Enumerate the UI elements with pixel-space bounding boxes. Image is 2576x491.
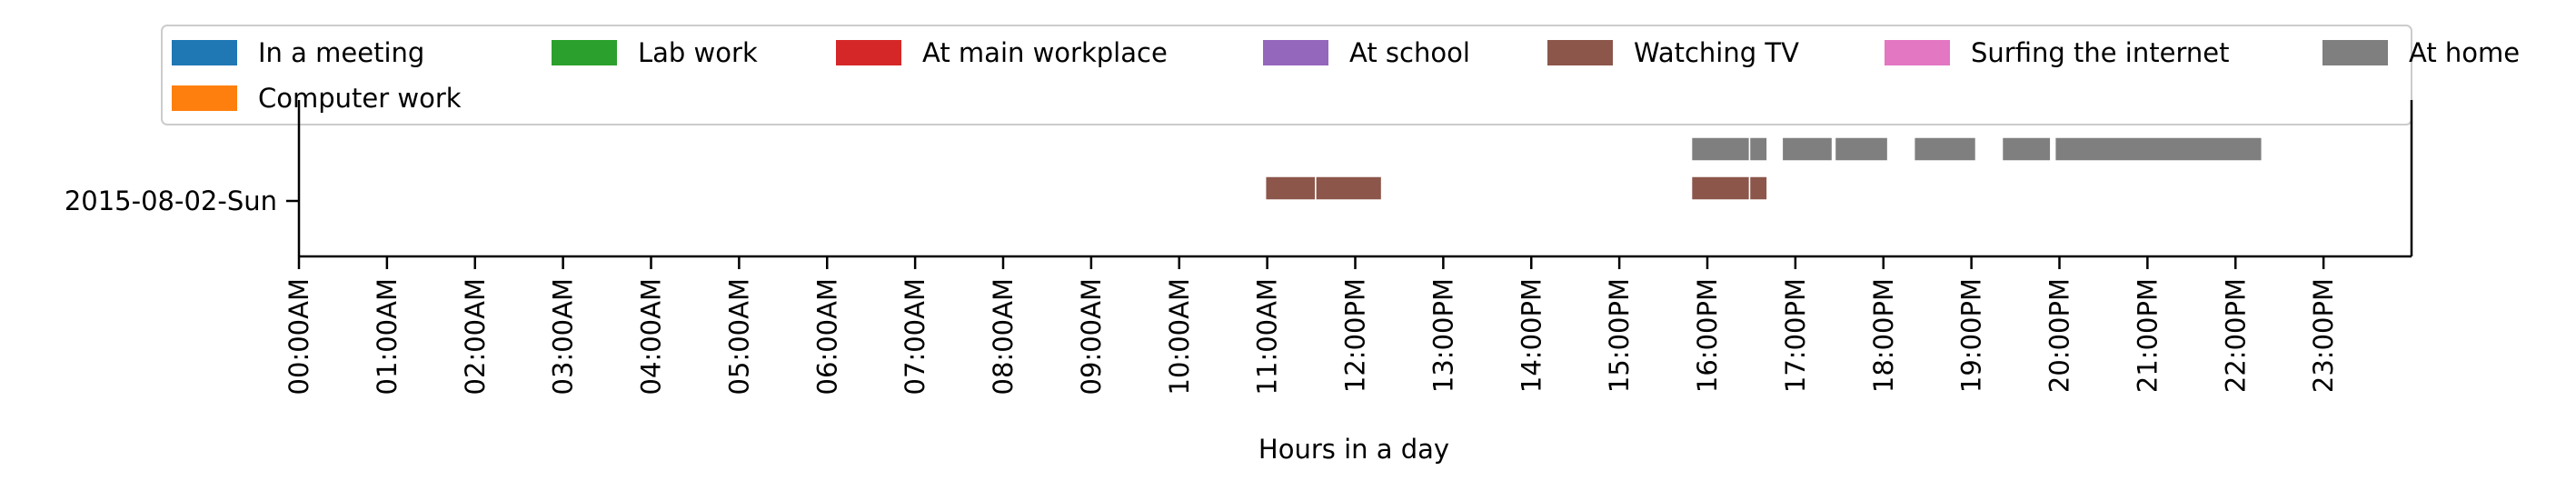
legend-swatch: [172, 40, 237, 65]
activity-bar: [1690, 175, 1751, 201]
x-tick-label: 21:00PM: [2132, 278, 2163, 393]
x-tick-label: 00:00AM: [283, 278, 314, 395]
legend-label: At main workplace: [922, 37, 1168, 68]
x-tick-label: 02:00AM: [460, 278, 491, 395]
x-tick-label: 08:00AM: [988, 278, 1019, 395]
activity-bar: [1834, 136, 1889, 162]
legend-swatch: [2322, 40, 2388, 65]
legend-swatch: [552, 40, 617, 65]
x-tick-label: 12:00PM: [1340, 278, 1371, 393]
x-tick-label: 15:00PM: [1604, 278, 1635, 393]
legend: In a meeting Lab work At main workplace At …: [161, 25, 2520, 125]
activity-bar: [2001, 136, 2052, 162]
legend-label: Lab work: [638, 37, 758, 68]
legend-frame: [161, 25, 2412, 125]
legend-label: At school: [1349, 37, 1470, 68]
legend-label: Watching TV: [1634, 37, 1799, 68]
x-tick-label: 06:00AM: [811, 278, 842, 395]
activity-bar: [2054, 136, 2263, 162]
x-tick-label: 17:00PM: [1780, 278, 1811, 393]
x-tick-label: 10:00AM: [1164, 278, 1195, 395]
legend-swatch: [1885, 40, 1950, 65]
legend-label: At home: [2409, 37, 2520, 68]
x-axis-title: Hours in a day: [1258, 434, 1449, 465]
bars: [1264, 136, 2263, 201]
x-tick-label: 14:00PM: [1516, 278, 1547, 393]
activity-bar: [1748, 175, 1768, 201]
x-tick-label: 18:00PM: [1868, 278, 1899, 393]
x-tick-label: 09:00AM: [1076, 278, 1107, 395]
activity-bar: [1264, 175, 1317, 201]
x-tick-label: 04:00AM: [636, 278, 667, 395]
axes: 00:00AM 01:00AM 02:00AM 03:00AM 04:00AM 05:00…: [65, 100, 2413, 395]
activity-bar: [1781, 136, 1834, 162]
x-tick-label: 16:00PM: [1692, 278, 1723, 393]
activity-bar: [1748, 136, 1768, 162]
activity-bar: [1690, 136, 1751, 162]
legend-label: Computer work: [258, 83, 462, 114]
legend-label: Surfing the internet: [1971, 37, 2229, 68]
x-tick-label: 03:00AM: [548, 278, 579, 395]
x-tick-label: 19:00PM: [1956, 278, 1987, 393]
x-tick-label: 13:00PM: [1427, 278, 1458, 393]
legend-label: In a meeting: [258, 37, 424, 68]
legend-swatch: [836, 40, 901, 65]
x-tick-label: 05:00AM: [723, 278, 754, 395]
x-tick-label: 01:00AM: [372, 278, 403, 395]
activity-bar: [1913, 136, 1977, 162]
x-tick-label: 11:00AM: [1252, 278, 1283, 395]
x-tick-label: 20:00PM: [2044, 278, 2075, 393]
y-tick-label: 2015-08-02-Sun: [65, 185, 277, 216]
x-tick-label: 07:00AM: [900, 278, 930, 395]
x-tick-label: 22:00PM: [2220, 278, 2251, 393]
activity-bar: [1315, 175, 1383, 201]
x-tick-label: 23:00PM: [2308, 278, 2339, 393]
legend-swatch: [1263, 40, 1328, 65]
legend-swatch: [1547, 40, 1613, 65]
legend-swatch: [172, 85, 237, 111]
